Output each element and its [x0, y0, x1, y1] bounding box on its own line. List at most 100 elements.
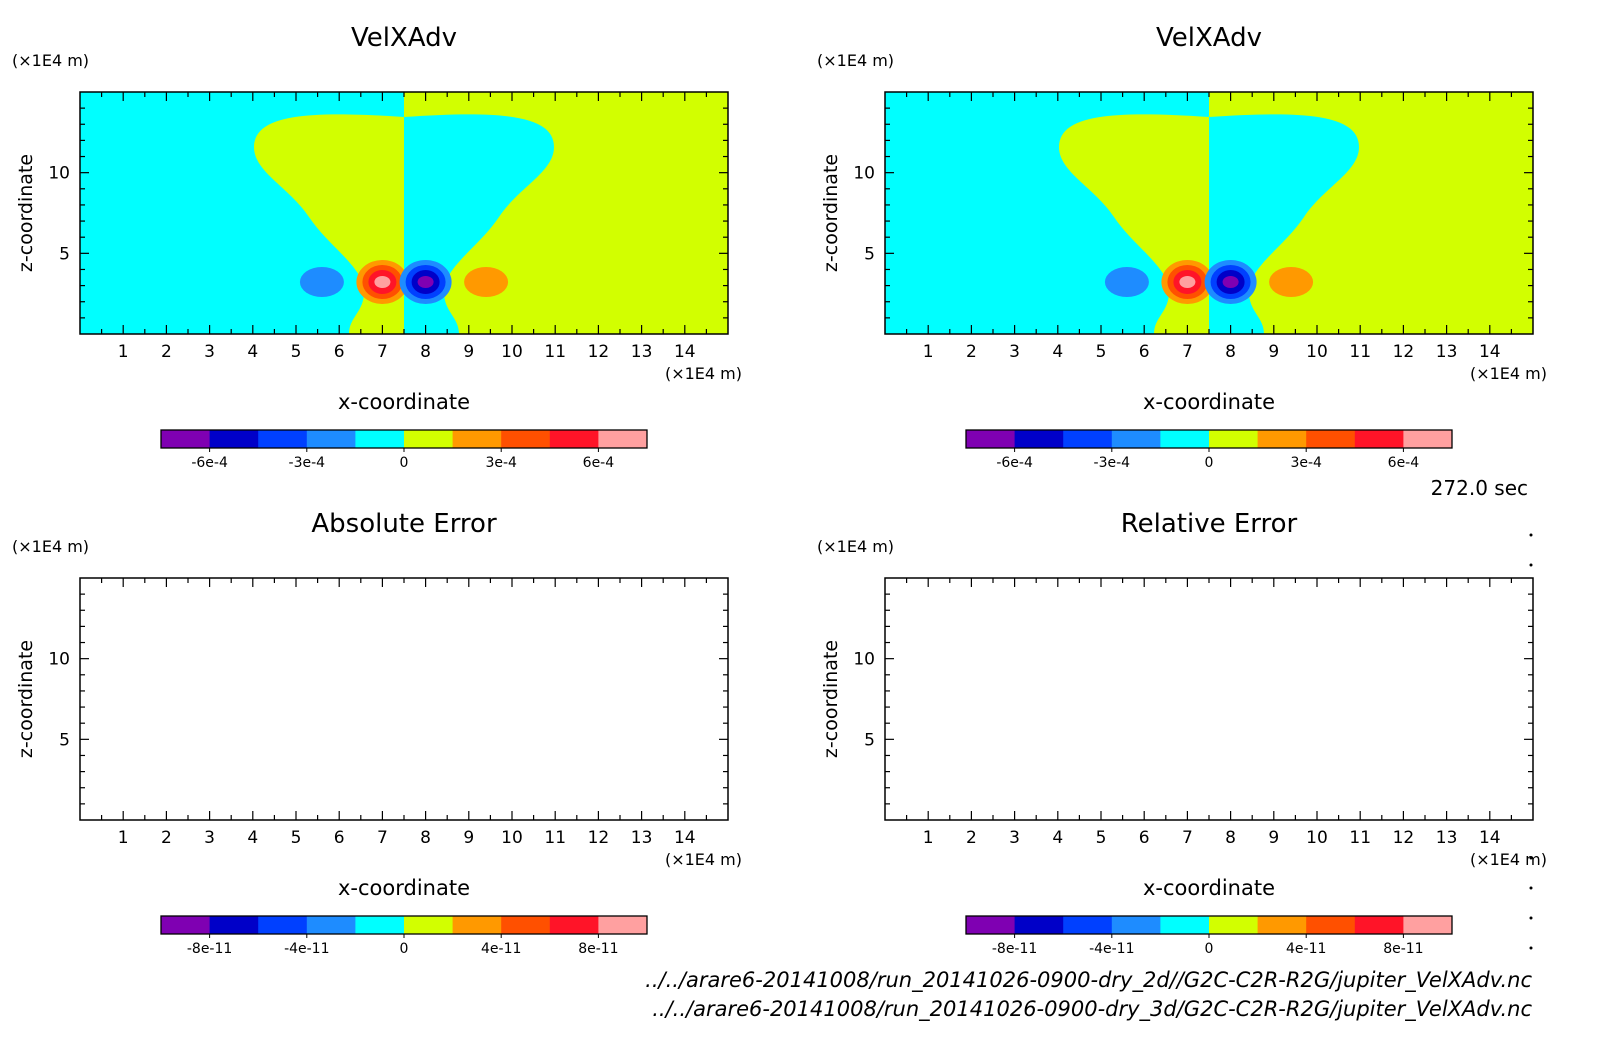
colorbar-swatch [598, 916, 648, 934]
x-tick-label: 8 [1225, 342, 1236, 362]
x-tick-label: 12 [1393, 342, 1415, 362]
x-tick-label: 11 [544, 342, 566, 362]
contour-blob-negative [299, 267, 344, 297]
contour-core-positive-3 [374, 276, 391, 288]
colorbar-tick-label: 3e-4 [1290, 455, 1322, 471]
colorbar-swatch [355, 430, 405, 448]
x-tick-label: 7 [1182, 828, 1193, 848]
x-tick-label: 5 [291, 342, 302, 362]
y-unit-label: (×1E4 m) [817, 51, 894, 70]
colorbar: -6e-4 -3e-4 0 3e-4 6e-4 [965, 429, 1453, 471]
x-tick-label: 13 [631, 342, 653, 362]
colorbar-tick-label: -8e-11 [187, 941, 232, 957]
chart-title: Relative Error [1121, 509, 1298, 539]
colorbar-swatch [306, 916, 356, 934]
x-tick-label: 6 [1139, 828, 1150, 848]
colorbar-swatch [966, 916, 1016, 934]
x-tick-label: 13 [1436, 342, 1458, 362]
x-tick-label: 1 [118, 828, 129, 848]
colorbar-tick-label: 6e-4 [583, 455, 615, 471]
contour-field [885, 92, 1533, 334]
colorbar-tick-label: 8e-11 [578, 941, 618, 957]
x-tick-label: 3 [1009, 342, 1020, 362]
x-tick-label: 4 [247, 342, 258, 362]
colorbar-tick-label: 0 [400, 455, 409, 471]
colorbar-swatch [1306, 916, 1356, 934]
x-axis-label: x-coordinate [1143, 390, 1275, 414]
colorbar-swatch [355, 916, 405, 934]
colorbar-tick-label: 8e-11 [1383, 941, 1423, 957]
contour-core-negative-3 [417, 276, 434, 288]
x-tick-label: 12 [588, 342, 610, 362]
y-axis-label: z-coordinate [15, 154, 37, 272]
x-tick-label: 1 [923, 342, 934, 362]
y-unit-label: (×1E4 m) [817, 537, 894, 556]
margin-dot [1529, 916, 1533, 920]
colorbar-swatch [1160, 430, 1210, 448]
y-tick-label: 5 [864, 244, 875, 264]
x-tick-label: 3 [204, 342, 215, 362]
colorbar: -8e-11 -4e-11 0 4e-11 8e-11 [965, 915, 1453, 957]
colorbar-swatch [1257, 430, 1307, 448]
colorbar-tick-label: 4e-11 [1286, 941, 1326, 957]
colorbar-swatch [258, 430, 308, 448]
y-tick-label: 10 [48, 164, 70, 184]
x-tick-label: 10 [501, 828, 523, 848]
chart-title: Absolute Error [311, 509, 497, 539]
colorbar-swatch [1354, 916, 1404, 934]
colorbar-swatch [598, 430, 648, 448]
x-tick-label: 9 [1268, 828, 1279, 848]
colorbar-swatch [1257, 916, 1307, 934]
colorbar: -6e-4 -3e-4 0 3e-4 6e-4 [160, 429, 648, 471]
x-unit-label: (×1E4 m) [1470, 850, 1547, 869]
y-axis-label: z-coordinate [820, 154, 842, 272]
x-unit-label: (×1E4 m) [1470, 364, 1547, 383]
x-tick-label: 8 [420, 828, 431, 848]
colorbar-tick-label: -4e-11 [1089, 941, 1134, 957]
x-tick-label: 3 [1009, 828, 1020, 848]
colorbar-swatch [1209, 430, 1259, 448]
margin-dot [1529, 856, 1533, 860]
colorbar-swatch [1354, 430, 1404, 448]
x-tick-label: 14 [1479, 828, 1501, 848]
margin-dot [1529, 533, 1533, 537]
x-tick-label: 5 [1096, 342, 1107, 362]
x-tick-label: 1 [118, 342, 129, 362]
x-tick-label: 7 [377, 342, 388, 362]
colorbar-swatch [501, 430, 551, 448]
colorbar-swatch [501, 916, 551, 934]
x-tick-label: 2 [966, 828, 977, 848]
colorbar-swatch [1111, 916, 1161, 934]
x-unit-label: (×1E4 m) [665, 364, 742, 383]
colorbar-swatch [161, 430, 211, 448]
x-tick-label: 6 [1139, 342, 1150, 362]
colorbar-tick-label: 0 [1205, 455, 1214, 471]
x-tick-label: 6 [334, 342, 345, 362]
x-tick-label: 2 [966, 342, 977, 362]
x-tick-label: 11 [1349, 828, 1371, 848]
margin-dot [1529, 946, 1533, 950]
y-tick-label: 10 [48, 650, 70, 670]
chart-title: VelXAdv [1156, 23, 1262, 53]
contour-core-positive-3 [1179, 276, 1196, 288]
y-tick-label: 5 [864, 730, 875, 750]
margin-dot [1529, 886, 1533, 890]
x-tick-label: 14 [1479, 342, 1501, 362]
colorbar-swatch [1063, 430, 1113, 448]
x-tick-label: 5 [1096, 828, 1107, 848]
chart-title: VelXAdv [351, 23, 457, 53]
colorbar-tick-label: -6e-4 [996, 455, 1033, 471]
x-tick-label: 10 [501, 342, 523, 362]
x-tick-label: 10 [1306, 342, 1328, 362]
colorbar-tick-label: -4e-11 [284, 941, 329, 957]
plot-area [885, 578, 1533, 820]
x-tick-label: 14 [674, 342, 696, 362]
x-tick-label: 2 [161, 828, 172, 848]
colorbar-swatch [1403, 430, 1453, 448]
y-unit-label: (×1E4 m) [12, 537, 89, 556]
colorbar-swatch [209, 916, 259, 934]
